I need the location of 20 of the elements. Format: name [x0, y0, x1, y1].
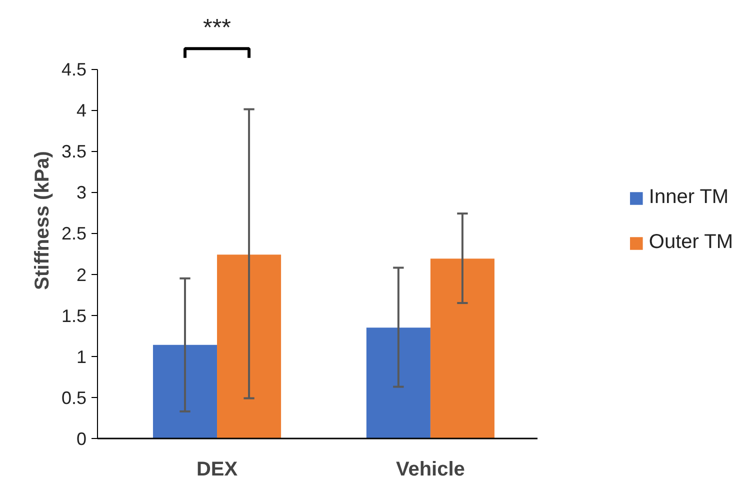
y-tick-label: 2.5: [61, 224, 87, 244]
legend-label: Inner TM: [648, 186, 729, 209]
y-tick-label: 1: [76, 346, 87, 367]
y-tick-label: 1.5: [61, 306, 87, 326]
x-tick-label: DEX: [196, 458, 238, 480]
legend-label: Outer TM: [648, 231, 733, 254]
y-tick-label: 3.5: [61, 142, 87, 162]
y-tick-label: 4.5: [61, 60, 87, 80]
y-tick-label: 3: [76, 182, 87, 203]
bar: [430, 258, 494, 438]
y-tick-label: 2: [76, 264, 87, 285]
y-tick-label: 4: [76, 100, 87, 121]
y-tick-label: 0.5: [61, 388, 87, 408]
bar: [152, 344, 218, 438]
y-axis-title: Stiffness (kPa): [31, 151, 54, 290]
y-tick-label: 0: [76, 429, 87, 449]
bar: [217, 254, 282, 438]
bar: [366, 328, 430, 438]
text: ***: [203, 14, 232, 42]
x-tick-label: Vehicle: [396, 458, 465, 480]
